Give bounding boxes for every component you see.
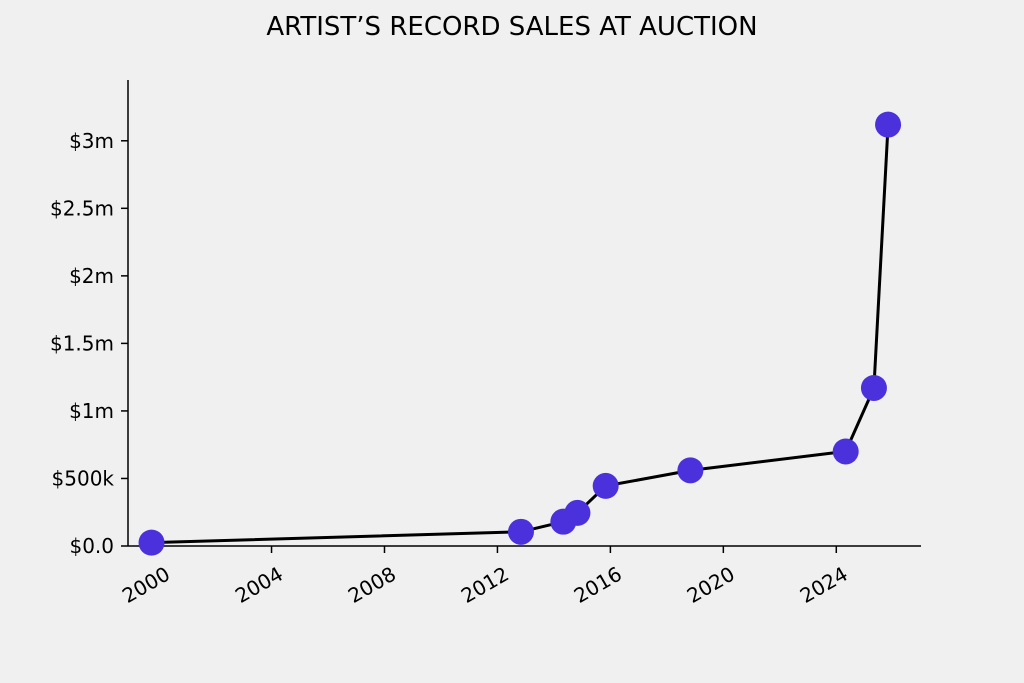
y-tick-label: $1m	[69, 399, 114, 423]
data-point	[564, 499, 591, 526]
series-layer	[138, 111, 902, 556]
x-tick-label: 2004	[231, 562, 287, 608]
x-tick-label: 2016	[570, 562, 626, 608]
data-point	[860, 374, 887, 401]
data-point	[677, 457, 704, 484]
x-tick-label: 2024	[796, 562, 852, 608]
series-line	[151, 124, 890, 545]
data-point	[832, 438, 859, 465]
chart-title: ARTIST’S RECORD SALES AT AUCTION	[266, 12, 757, 42]
y-tick-label: $0.0	[69, 534, 114, 558]
x-tick-label: 2000	[118, 562, 174, 608]
y-tick-label: $2m	[69, 264, 114, 288]
y-tick-label: $1.5m	[50, 331, 114, 355]
x-tick-label: 2008	[344, 562, 400, 608]
x-tick-label: 2012	[457, 562, 513, 608]
data-point	[875, 111, 902, 138]
data-point	[138, 529, 165, 556]
x-tick-label: 2020	[683, 562, 739, 608]
data-point	[507, 518, 534, 545]
y-tick-label: $500k	[52, 466, 115, 490]
axes: $0.0 $500k $1m $1.5m $2m $2.5m $3m 2000 2004 2008…	[50, 80, 921, 608]
data-point	[592, 472, 619, 499]
y-tick-label: $3m	[69, 129, 114, 153]
y-tick-label: $2.5m	[50, 196, 114, 220]
